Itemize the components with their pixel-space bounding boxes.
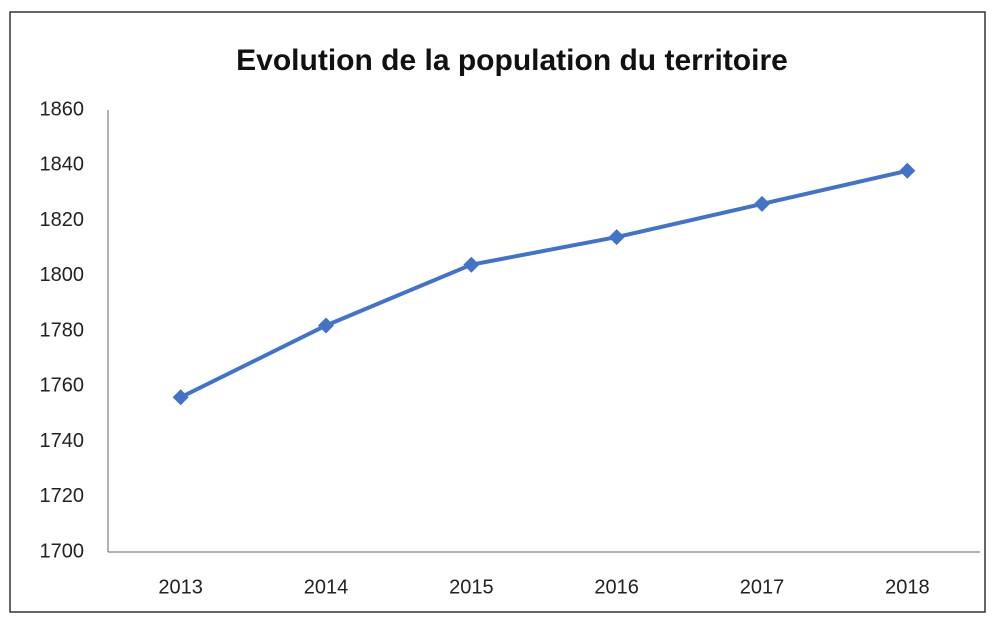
y-tick-label: 1720 [40, 485, 85, 507]
data-point [318, 317, 334, 334]
x-tick-label: 2015 [449, 576, 494, 598]
x-tick-label: 2017 [740, 576, 785, 598]
data-point [172, 389, 189, 406]
data-point [899, 162, 916, 179]
y-tick-label: 1840 [40, 154, 85, 176]
y-tick-label: 1820 [40, 209, 85, 231]
y-tick-label: 1800 [40, 264, 85, 286]
data-line [179, 168, 908, 400]
x-tick-label: 2016 [594, 576, 639, 598]
y-tick-label: 1700 [40, 540, 85, 562]
x-tick-label: 2014 [304, 576, 349, 598]
chart-frame [9, 11, 986, 613]
x-tick-label: 2018 [885, 576, 930, 598]
y-tick-label: 1760 [40, 375, 85, 397]
data-point [608, 229, 625, 246]
y-tick-label: 1740 [40, 430, 85, 452]
x-tick-label: 2013 [158, 576, 203, 598]
data-point [463, 256, 480, 273]
y-tick-label: 1780 [40, 319, 85, 341]
chart-title: Evolution de la population du territoire [236, 44, 788, 77]
y-tick-label: 1860 [40, 98, 85, 120]
data-point [754, 195, 770, 212]
